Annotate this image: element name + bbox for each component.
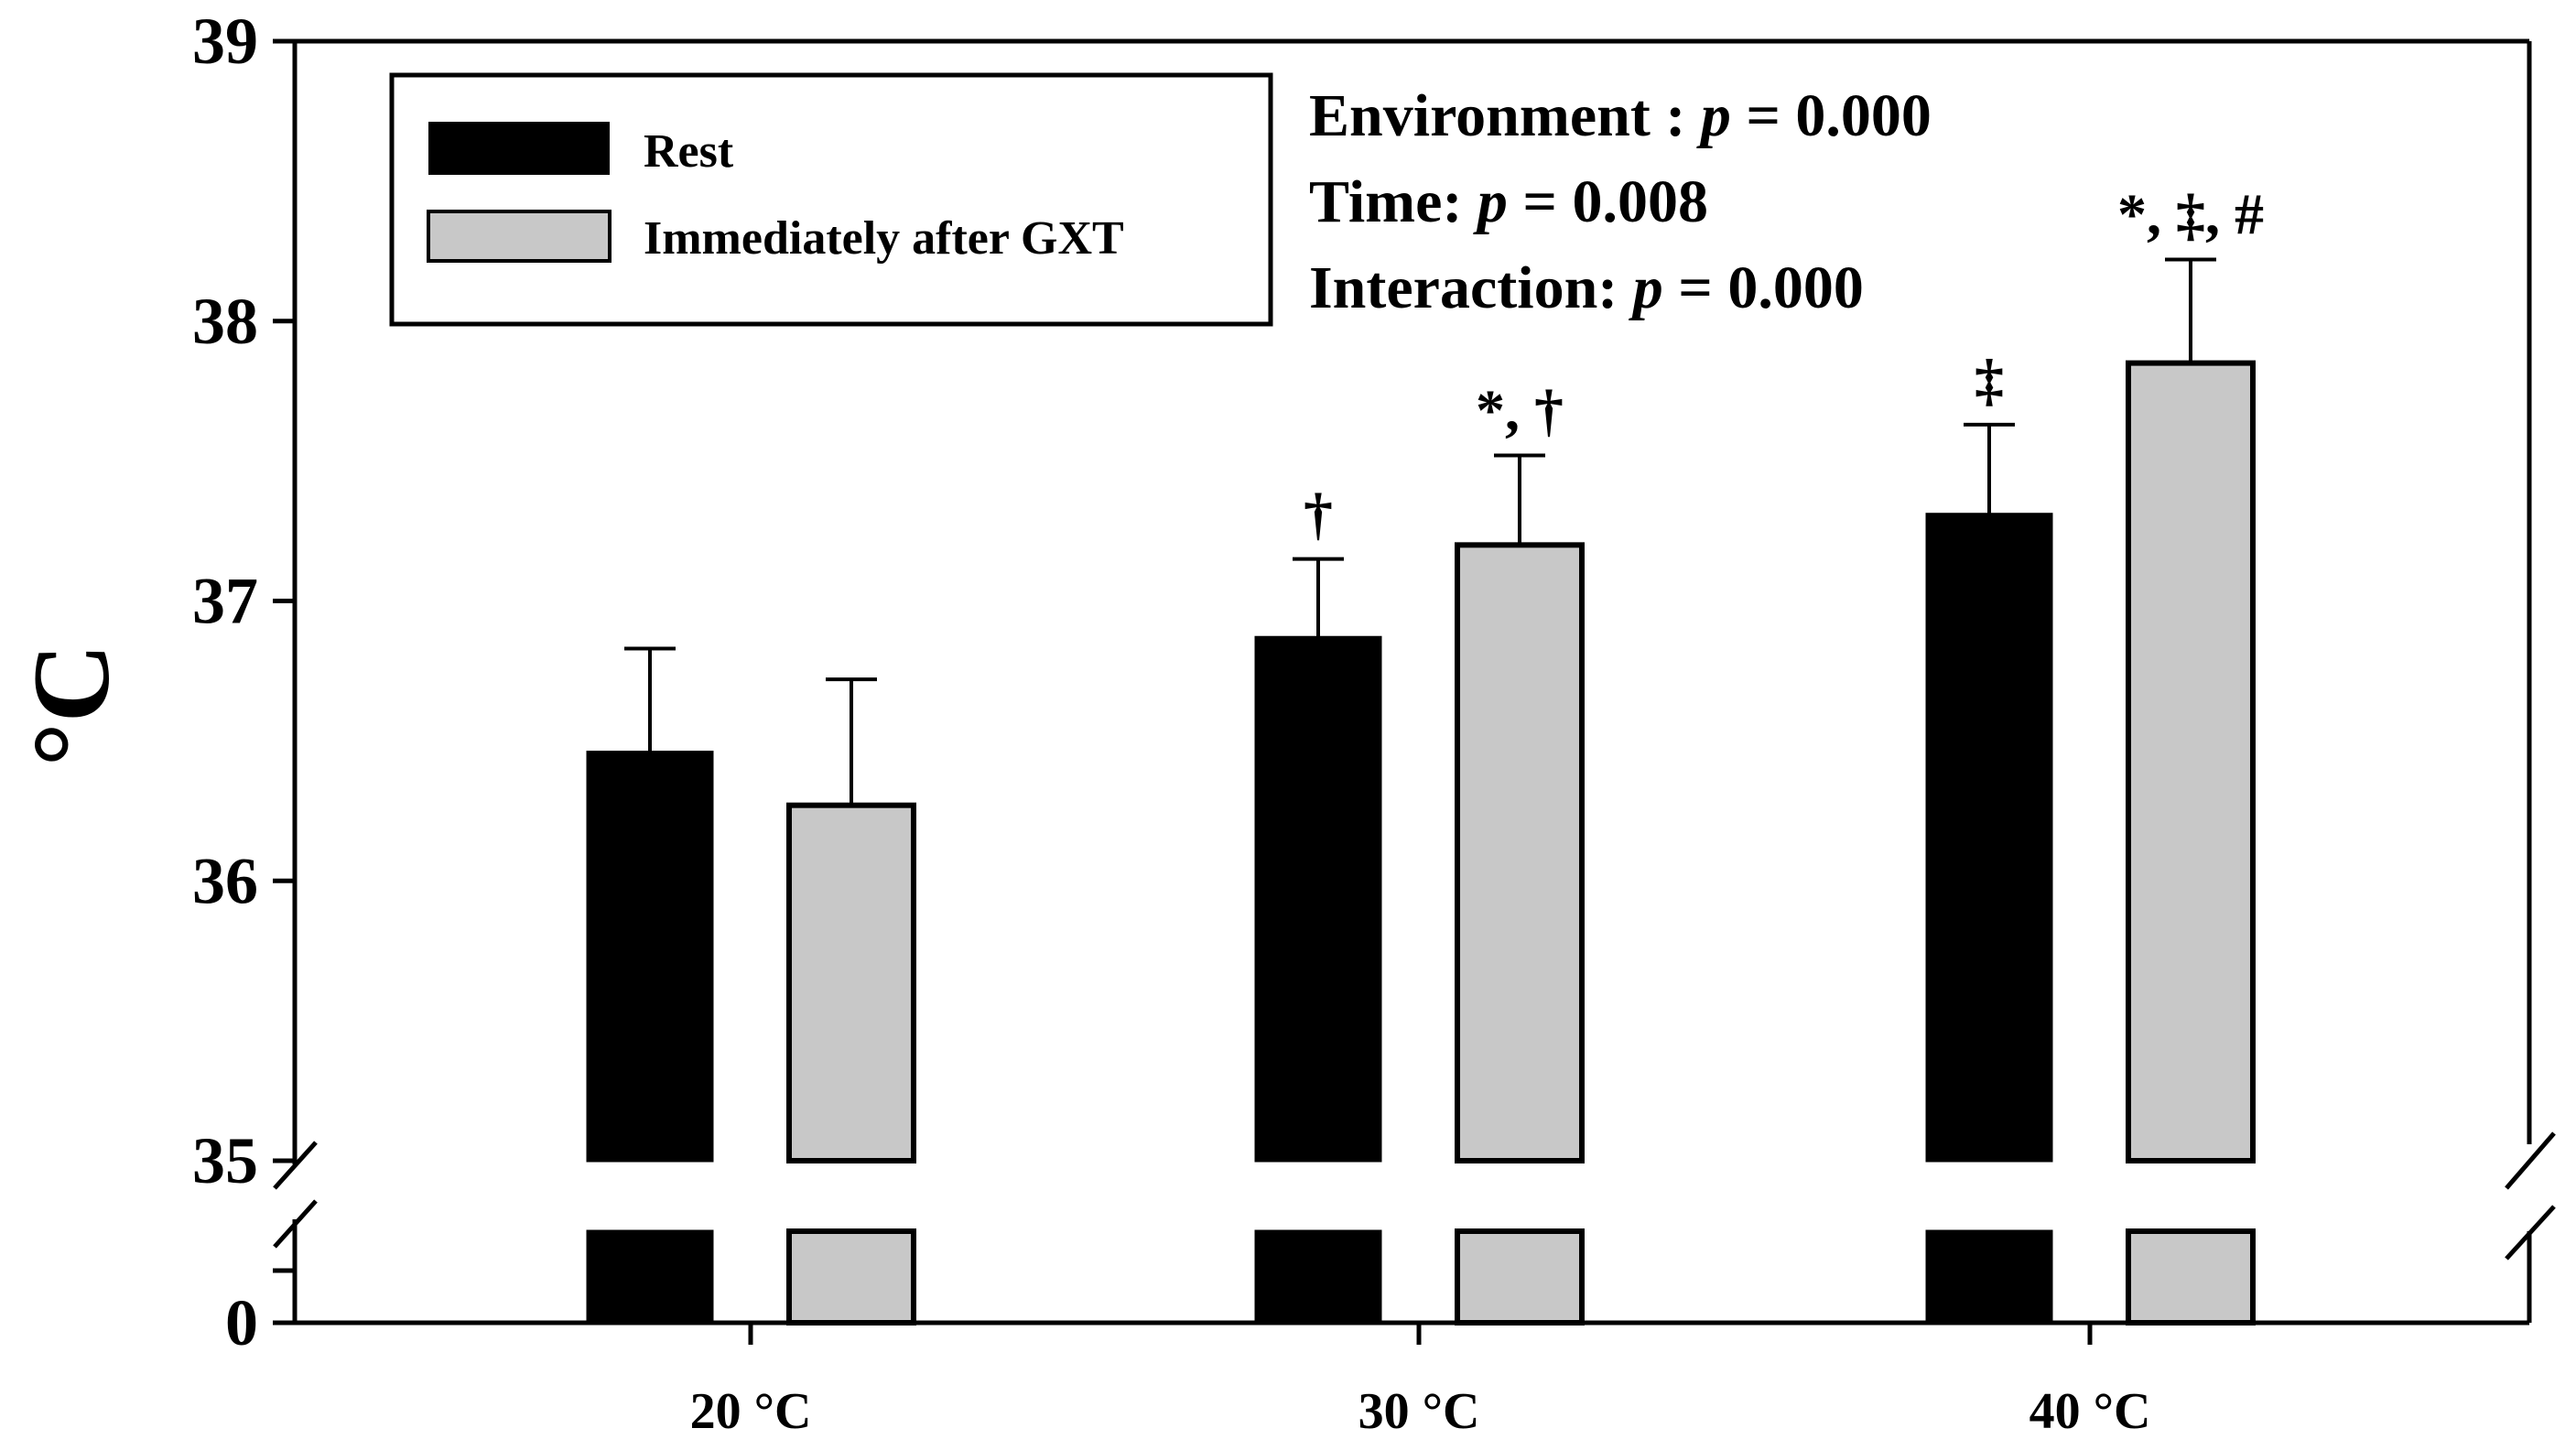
stat-line: Interaction: p = 0.000 — [1309, 254, 1864, 321]
legend-swatch-after-gxt — [427, 210, 612, 263]
y-axis: 0 35 36 37 38 39 — [192, 5, 295, 1359]
legend-swatch-rest — [428, 122, 610, 175]
statistics-block: Environment : p = 0.000 Time: p = 0.008 In… — [1309, 82, 1932, 321]
legend-label-rest: Rest — [644, 125, 734, 178]
axis-break-left-upper — [273, 1141, 318, 1190]
y-tick-label: 39 — [192, 5, 258, 78]
bar-after-gxt-upper — [786, 802, 916, 1163]
legend: Rest Immediately after GXT — [389, 72, 1273, 327]
bar-after-gxt-lower — [2126, 1228, 2256, 1326]
legend-label-after-gxt: Immediately after GXT — [644, 212, 1124, 265]
bar-rest-upper — [1254, 635, 1382, 1163]
bar-rest-lower — [1254, 1229, 1382, 1325]
y-tick-label: 37 — [192, 565, 258, 638]
y-tick-label: 0 — [225, 1286, 258, 1359]
axis-break-right-lower — [2505, 1205, 2556, 1261]
y-tick-label: 35 — [192, 1124, 258, 1197]
y-tick-label: 36 — [192, 844, 258, 917]
significance-label: *, ‡, # — [2117, 181, 2264, 246]
significance-label: ‡ — [1975, 347, 2004, 412]
bar-after-gxt-upper — [2126, 360, 2256, 1163]
bars: † *, † ‡ *, ‡, # — [586, 181, 2264, 1326]
axis-break-right-upper — [2505, 1131, 2556, 1190]
significance-label: *, † — [1476, 378, 1564, 443]
bar-after-gxt-lower — [786, 1228, 916, 1326]
axis-break-left-lower — [273, 1199, 318, 1249]
x-tick-label: 40 °C — [2029, 1383, 2151, 1440]
x-axis: 20 °C 30 °C 40 °C — [690, 1323, 2151, 1440]
significance-label: † — [1304, 482, 1333, 546]
legend-box — [389, 72, 1273, 327]
x-tick-label: 30 °C — [1358, 1383, 1480, 1440]
bar-rest-lower — [586, 1229, 714, 1325]
bar-after-gxt-upper — [1455, 542, 1585, 1163]
bar-after-gxt-lower — [1455, 1228, 1585, 1326]
bar-rest-lower — [1925, 1229, 2053, 1325]
stat-line: Time: p = 0.008 — [1309, 168, 1708, 235]
x-tick-label: 20 °C — [690, 1383, 812, 1440]
bar-rest-upper — [586, 751, 714, 1163]
bar-rest-upper — [1925, 513, 2053, 1163]
y-axis-label: °C — [10, 644, 132, 767]
y-tick-label: 38 — [192, 285, 258, 358]
stat-line: Environment : p = 0.000 — [1309, 82, 1932, 149]
